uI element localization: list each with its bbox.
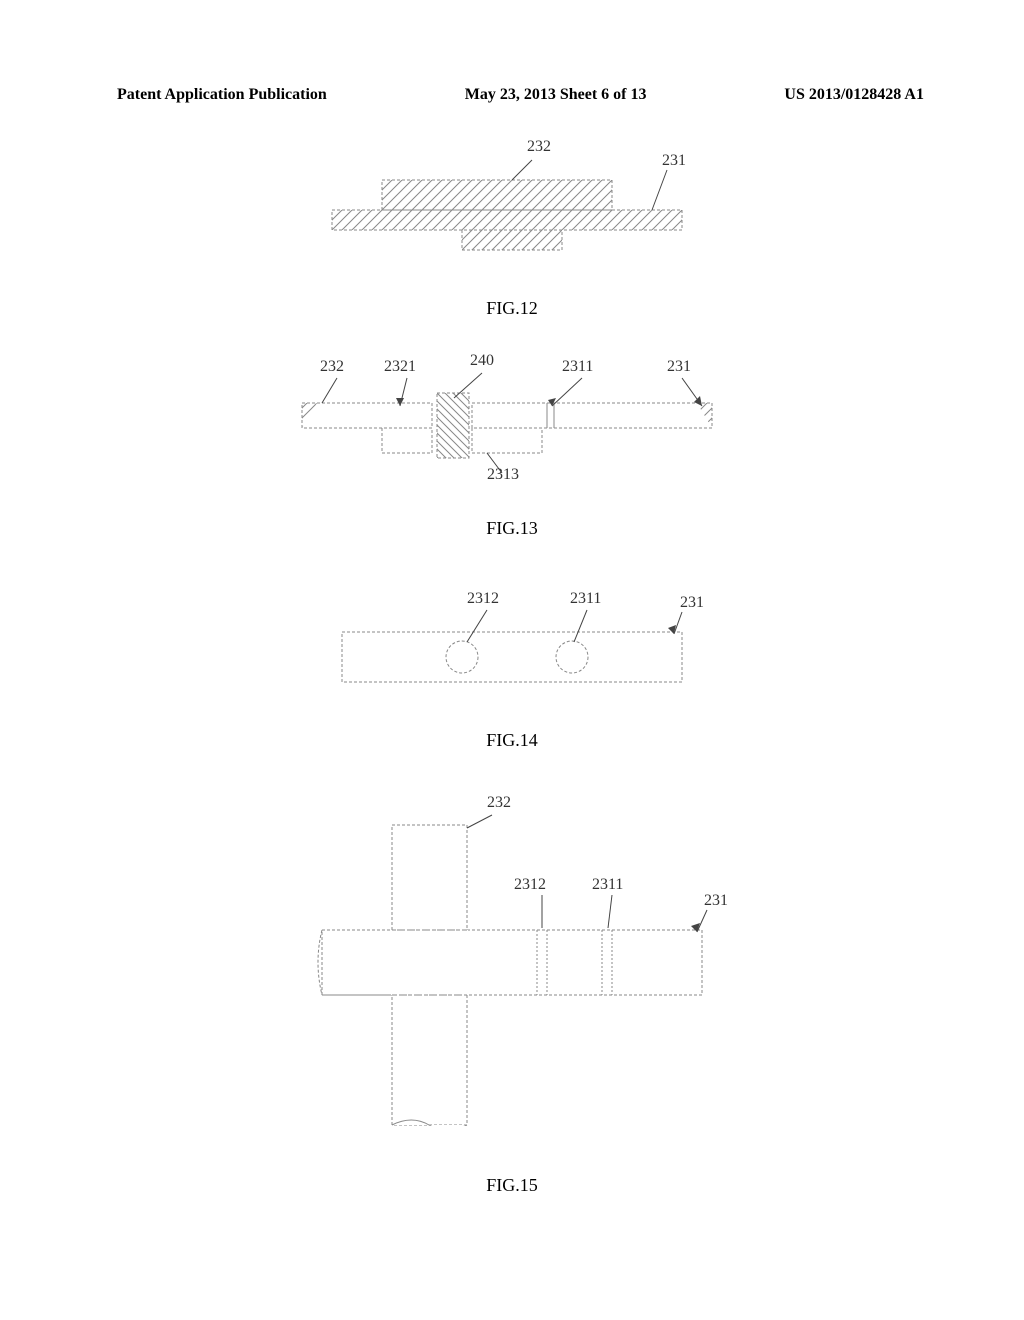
header-left: Patent Application Publication bbox=[117, 86, 327, 104]
fig13-ref-2321: 2321 bbox=[384, 358, 416, 376]
fig12-block: 232 231 bbox=[0, 150, 1024, 275]
fig13-ref-240: 240 bbox=[470, 352, 494, 370]
fig13-block: 232 2321 240 2311 231 2313 bbox=[0, 358, 1024, 493]
fig13-ref-232: 232 bbox=[320, 358, 344, 376]
fig15-ref-232: 232 bbox=[487, 794, 511, 812]
fig13-drawing: 232 2321 240 2311 231 2313 bbox=[282, 358, 742, 493]
header-right: US 2013/0128428 A1 bbox=[784, 86, 924, 104]
fig13-caption-block: FIG.13 bbox=[0, 518, 1024, 539]
fig15-ref-231: 231 bbox=[704, 892, 728, 910]
fig12-drawing: 232 231 bbox=[302, 150, 722, 275]
fig13-ref-231: 231 bbox=[667, 358, 691, 376]
fig15-ref-2312: 2312 bbox=[514, 876, 546, 894]
fig14-drawing: 2312 2311 231 bbox=[312, 592, 712, 707]
fig13-caption: FIG.13 bbox=[486, 518, 538, 538]
fig14-ref-2311: 2311 bbox=[570, 590, 601, 608]
fig14-caption: FIG.14 bbox=[486, 730, 538, 750]
fig14-caption-block: FIG.14 bbox=[0, 730, 1024, 751]
fig12-ref-231: 231 bbox=[662, 152, 686, 170]
fig15-caption: FIG.15 bbox=[486, 1175, 538, 1195]
page-header: Patent Application Publication May 23, 2… bbox=[117, 86, 924, 104]
fig15-drawing: 232 2312 2311 231 bbox=[292, 800, 732, 1155]
fig14-ref-231: 231 bbox=[680, 594, 704, 612]
fig13-ref-2313: 2313 bbox=[487, 466, 519, 484]
fig14-block: 2312 2311 231 bbox=[0, 592, 1024, 707]
fig15-block: 232 2312 2311 231 bbox=[0, 800, 1024, 1155]
fig12-ref-232: 232 bbox=[527, 138, 551, 156]
fig12-caption: FIG.12 bbox=[486, 298, 538, 318]
fig15-caption-block: FIG.15 bbox=[0, 1175, 1024, 1196]
header-center: May 23, 2013 Sheet 6 of 13 bbox=[465, 86, 647, 104]
fig14-ref-2312: 2312 bbox=[467, 590, 499, 608]
fig13-ref-2311: 2311 bbox=[562, 358, 593, 376]
fig15-ref-2311: 2311 bbox=[592, 876, 623, 894]
fig12-caption-block: FIG.12 bbox=[0, 298, 1024, 319]
